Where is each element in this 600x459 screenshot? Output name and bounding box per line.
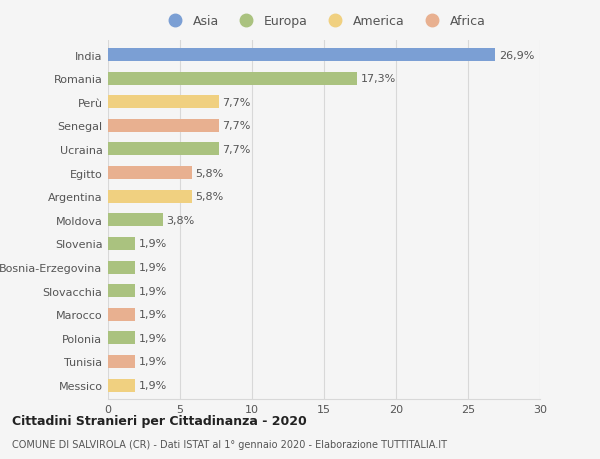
Bar <box>108 49 496 62</box>
Bar <box>108 261 136 274</box>
Bar <box>108 73 357 85</box>
Text: 1,9%: 1,9% <box>139 263 167 273</box>
Text: 5,8%: 5,8% <box>195 192 223 202</box>
Text: 1,9%: 1,9% <box>139 333 167 343</box>
Bar <box>108 355 136 368</box>
Bar <box>108 214 163 227</box>
Text: 5,8%: 5,8% <box>195 168 223 178</box>
Text: 7,7%: 7,7% <box>223 121 251 131</box>
Bar <box>108 96 219 109</box>
Text: COMUNE DI SALVIROLA (CR) - Dati ISTAT al 1° gennaio 2020 - Elaborazione TUTTITAL: COMUNE DI SALVIROLA (CR) - Dati ISTAT al… <box>12 440 447 449</box>
Text: 1,9%: 1,9% <box>139 309 167 319</box>
Text: 26,9%: 26,9% <box>499 50 535 61</box>
Text: 1,9%: 1,9% <box>139 286 167 296</box>
Text: 7,7%: 7,7% <box>223 145 251 155</box>
Bar <box>108 308 136 321</box>
Bar <box>108 190 191 203</box>
Text: 1,9%: 1,9% <box>139 239 167 249</box>
Text: Cittadini Stranieri per Cittadinanza - 2020: Cittadini Stranieri per Cittadinanza - 2… <box>12 414 307 428</box>
Bar <box>108 167 191 179</box>
Text: 3,8%: 3,8% <box>166 215 194 225</box>
Bar <box>108 120 219 133</box>
Text: 1,9%: 1,9% <box>139 357 167 367</box>
Text: 1,9%: 1,9% <box>139 380 167 390</box>
Text: 7,7%: 7,7% <box>223 98 251 107</box>
Text: 17,3%: 17,3% <box>361 74 396 84</box>
Bar <box>108 237 136 250</box>
Bar <box>108 379 136 392</box>
Bar <box>108 285 136 297</box>
Bar <box>108 143 219 156</box>
Legend: Asia, Europa, America, Africa: Asia, Europa, America, Africa <box>163 15 485 28</box>
Bar <box>108 331 136 345</box>
